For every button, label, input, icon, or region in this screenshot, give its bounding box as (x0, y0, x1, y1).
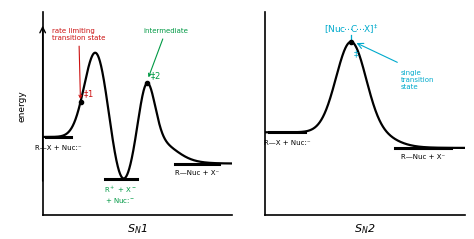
Text: rate limiting
transition state: rate limiting transition state (52, 27, 106, 98)
Text: $\ddagger$1: $\ddagger$1 (83, 89, 94, 100)
Text: $\mathsf{[Nuc \!\cdots\! C \!\cdots\! X]^{\ddagger}}$: $\mathsf{[Nuc \!\cdots\! C \!\cdots\! X]… (324, 23, 378, 36)
Text: $\ddagger$: $\ddagger$ (354, 48, 360, 60)
Text: single
transition
state: single transition state (401, 70, 434, 90)
Text: energy: energy (18, 90, 26, 122)
Text: S$_N$2: S$_N$2 (354, 222, 376, 236)
Text: R—Nuc + X⁻: R—Nuc + X⁻ (175, 170, 219, 176)
Text: intermediate: intermediate (144, 27, 188, 76)
Text: S$_N$1: S$_N$1 (127, 222, 148, 236)
Text: R$^+$ + X$^-$
+ Nuc:$^-$: R$^+$ + X$^-$ + Nuc:$^-$ (104, 185, 137, 206)
Text: $\ddagger$2: $\ddagger$2 (150, 70, 160, 81)
Text: R—Nuc + X⁻: R—Nuc + X⁻ (401, 154, 445, 160)
Text: R—X + Nuc:⁻: R—X + Nuc:⁻ (36, 145, 82, 151)
Text: R—X + Nuc:⁻: R—X + Nuc:⁻ (264, 140, 310, 146)
